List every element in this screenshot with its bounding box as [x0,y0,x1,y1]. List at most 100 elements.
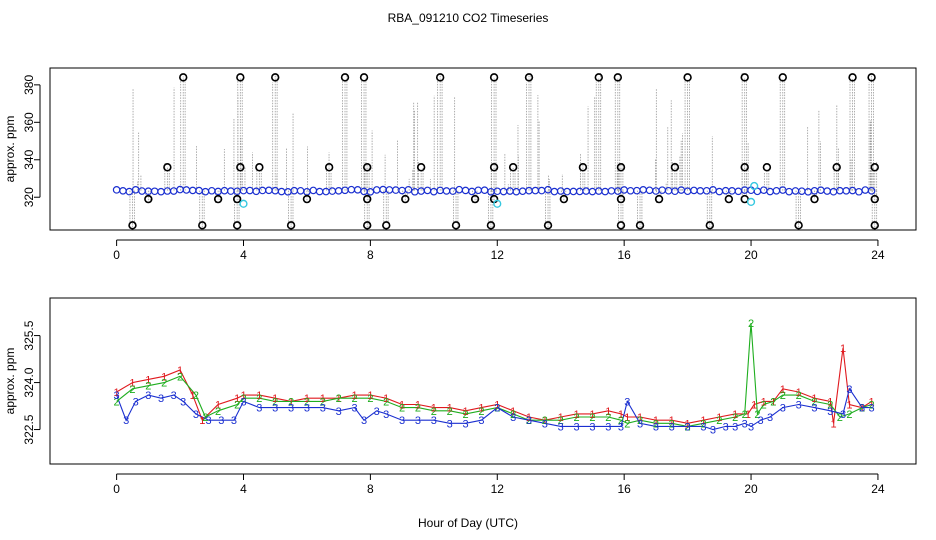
baseline-point [138,187,146,195]
baseline-point [620,186,628,194]
bottom-x-tick-label: 20 [744,482,758,496]
series-point-label-2: 2 [685,421,691,433]
series-point-label-2: 2 [114,396,120,408]
series-point-label-1: 1 [161,371,167,383]
outlier-point [578,163,588,172]
outlier-point [870,194,879,204]
series-point-label-1: 1 [761,396,767,408]
series-point-label-2: 2 [618,415,624,427]
series-point-label-2: 2 [447,406,453,418]
bottom-x-tick-label: 8 [367,482,374,496]
baseline-point [163,187,172,195]
bottom-plot-frame [49,297,917,465]
baseline-point [455,185,464,194]
baseline-point [499,187,508,196]
series-point-label-1: 1 [415,399,421,411]
baseline-point [664,186,673,195]
series-point-label-3: 3 [558,421,564,433]
baseline-point [169,187,178,195]
series-point-label-1: 1 [574,409,580,421]
series-point-label-1: 1 [256,390,262,402]
top-plot-frame [49,67,917,231]
series-point-label-1: 1 [637,412,643,424]
series-point-label-1: 1 [732,409,738,421]
series-point-label-2: 2 [234,399,240,411]
baseline-point [474,186,483,195]
series-point-label-1: 1 [190,390,196,402]
outlier-point [363,221,372,230]
series-point-label-3: 3 [256,403,262,415]
bottom-y-tick-label: 325.5 [22,320,36,350]
baseline-point [633,186,641,195]
baseline-point [607,187,616,195]
series-point-label-2: 2 [240,393,246,405]
series-point-label-2: 2 [589,412,595,424]
outlier-point [286,221,296,230]
outlier-point [616,194,626,204]
series-point-label-3: 3 [767,412,773,424]
series-point-label-3: 3 [748,421,754,433]
outlier-point [654,194,664,204]
baseline-point [449,187,457,195]
bottom-x-tick-label: 0 [113,482,120,496]
outlier-point [324,163,334,172]
outlier-point [271,73,280,82]
series-point-label-1: 1 [234,393,240,405]
series-point-label-2: 2 [494,403,500,415]
series-point-label-3: 3 [272,403,278,415]
outlier-point [198,221,207,230]
baseline-point [550,187,559,196]
bottom-x-tick-label: 16 [617,482,631,496]
outlier-point [382,221,391,230]
series-point-label-2: 2 [770,396,776,408]
outlier-point [232,221,242,230]
baseline-point [518,187,527,196]
baseline-point [652,187,660,195]
series-point-label-2: 2 [129,384,135,396]
series-point-label-3: 3 [780,403,786,415]
series-line-3 [116,387,872,431]
series-point-label-2: 2 [202,412,208,424]
x-axis-label: Hour of Day (UTC) [418,516,518,530]
baseline-point [398,186,406,195]
series-point-label-2: 2 [288,396,294,408]
top-x-tick-label: 8 [367,248,374,262]
outlier-point [724,194,734,204]
top-x-tick-label: 20 [744,248,758,262]
series-point-label-3: 3 [231,415,237,427]
series-point-label-2: 2 [859,403,865,415]
baseline-point [556,187,565,195]
series-point-label-2: 2 [351,393,357,405]
top-x-tick-label: 0 [113,248,120,262]
series-point-label-2: 2 [796,390,802,402]
baseline-point [271,186,280,195]
top-x-tick-label: 16 [617,248,631,262]
series-point-label-3: 3 [431,415,437,427]
baseline-point [391,186,400,194]
outlier-point [740,163,749,172]
outlier-point [363,163,372,172]
baseline-point [721,186,730,195]
baseline-point [842,186,851,195]
baseline-point [525,186,533,195]
series-point-label-2: 2 [161,378,167,390]
baseline-point [709,186,717,194]
baseline-point [480,186,489,195]
top-panel: 0 4 8 12 16 20 24 320 340 360 380 approx. ppm [3,67,917,262]
series-point-label-3: 3 [811,403,817,415]
series-point-label-1: 1 [589,409,595,421]
series-point-label-3: 3 [494,403,500,415]
baseline-point [322,187,330,196]
bottom-y-tick-label: 322.5 [22,414,36,444]
baseline-point [252,187,260,196]
series-point-label-2: 2 [145,381,151,393]
outlier-point [435,73,445,82]
series-point-label-2: 2 [526,415,532,427]
series-point-label-2: 2 [827,399,833,411]
outlier-point [778,73,787,82]
baseline-point [569,187,578,196]
baseline-point [759,186,768,194]
baseline-point [734,187,743,196]
